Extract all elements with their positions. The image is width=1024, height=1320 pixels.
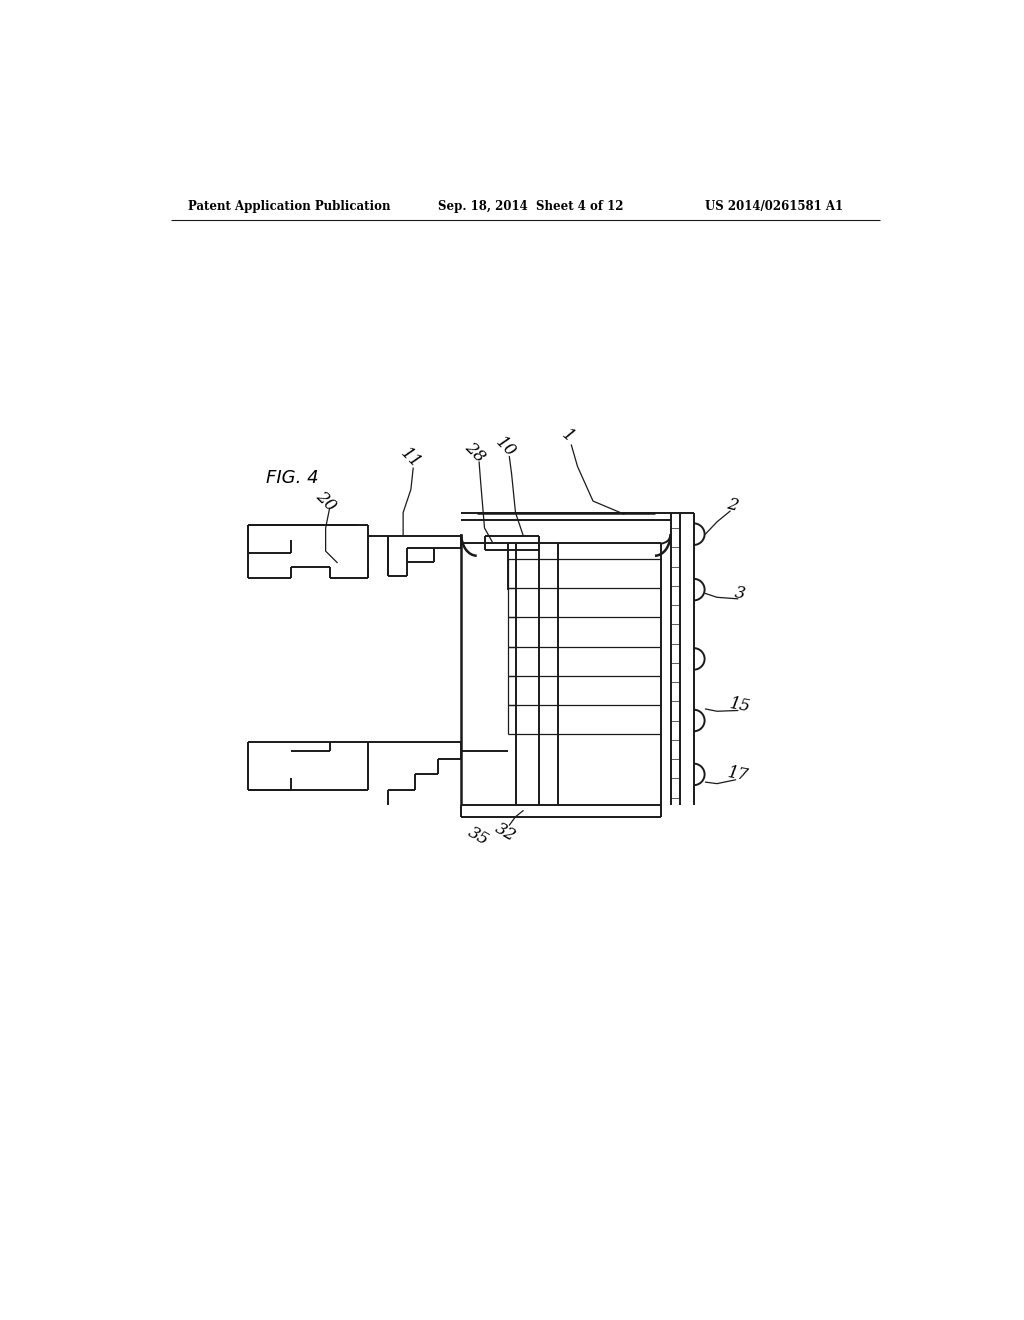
Text: 17: 17 (726, 764, 750, 784)
Text: 11: 11 (397, 445, 424, 473)
Text: US 2014/0261581 A1: US 2014/0261581 A1 (706, 199, 844, 213)
Text: 35: 35 (465, 824, 492, 849)
Text: 28: 28 (462, 440, 488, 466)
Text: 10: 10 (492, 434, 519, 461)
Text: 2: 2 (725, 495, 739, 515)
Text: 15: 15 (728, 694, 753, 715)
Text: 32: 32 (492, 820, 519, 845)
Text: FIG. 4: FIG. 4 (266, 469, 318, 487)
Text: 3: 3 (733, 585, 746, 603)
Text: Sep. 18, 2014  Sheet 4 of 12: Sep. 18, 2014 Sheet 4 of 12 (438, 199, 624, 213)
Text: 20: 20 (312, 487, 339, 515)
Text: Patent Application Publication: Patent Application Publication (188, 199, 391, 213)
Text: 1: 1 (558, 425, 577, 446)
